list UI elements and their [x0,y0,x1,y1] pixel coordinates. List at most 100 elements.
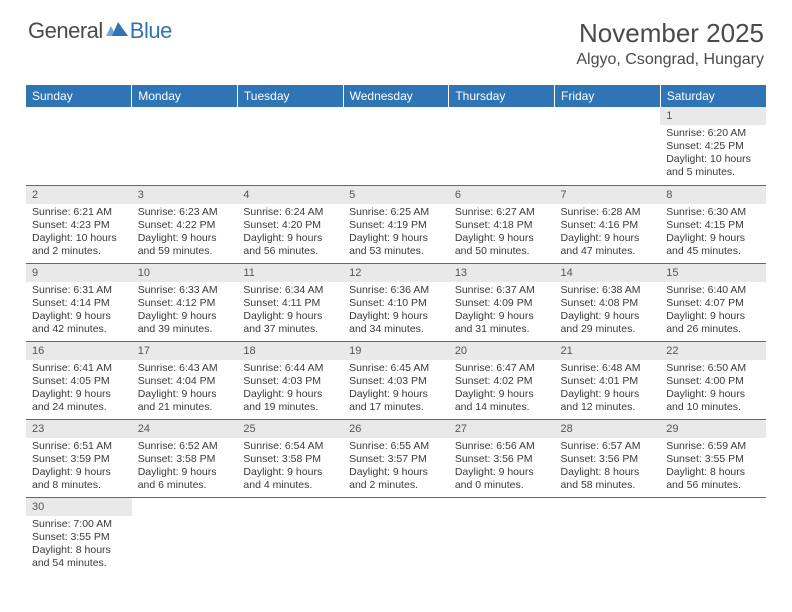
sunrise-line: Sunrise: 6:25 AM [349,206,443,219]
day-details: Sunrise: 6:50 AMSunset: 4:00 PMDaylight:… [660,360,766,418]
calendar-week: 2Sunrise: 6:21 AMSunset: 4:23 PMDaylight… [26,185,766,263]
day-number [555,107,661,125]
day-number: 20 [449,342,555,360]
calendar-cell: 26Sunrise: 6:55 AMSunset: 3:57 PMDayligh… [343,419,449,497]
calendar-cell [660,497,766,575]
daylight-line: Daylight: 9 hours and 24 minutes. [32,388,126,414]
sunrise-line: Sunrise: 6:33 AM [138,284,232,297]
daylight-line: Daylight: 9 hours and 29 minutes. [561,310,655,336]
sunrise-line: Sunrise: 6:55 AM [349,440,443,453]
day-number: 7 [555,186,661,204]
sunset-line: Sunset: 4:09 PM [455,297,549,310]
sunset-line: Sunset: 4:12 PM [138,297,232,310]
calendar-cell: 2Sunrise: 6:21 AMSunset: 4:23 PMDaylight… [26,185,132,263]
sunrise-line: Sunrise: 6:30 AM [666,206,760,219]
daylight-line: Daylight: 9 hours and 12 minutes. [561,388,655,414]
day-details: Sunrise: 6:51 AMSunset: 3:59 PMDaylight:… [26,438,132,496]
day-number: 10 [132,264,238,282]
sunrise-line: Sunrise: 6:57 AM [561,440,655,453]
day-number: 27 [449,420,555,438]
header: General Blue November 2025 Algyo, Csongr… [0,0,792,77]
day-details: Sunrise: 6:38 AMSunset: 4:08 PMDaylight:… [555,282,661,340]
daylight-line: Daylight: 9 hours and 53 minutes. [349,232,443,258]
day-number: 1 [660,107,766,125]
calendar-cell: 25Sunrise: 6:54 AMSunset: 3:58 PMDayligh… [237,419,343,497]
sunset-line: Sunset: 3:57 PM [349,453,443,466]
daylight-line: Daylight: 9 hours and 31 minutes. [455,310,549,336]
daylight-line: Daylight: 9 hours and 42 minutes. [32,310,126,336]
calendar-cell: 21Sunrise: 6:48 AMSunset: 4:01 PMDayligh… [555,341,661,419]
sunset-line: Sunset: 4:07 PM [666,297,760,310]
daylight-line: Daylight: 9 hours and 6 minutes. [138,466,232,492]
calendar-cell: 13Sunrise: 6:37 AMSunset: 4:09 PMDayligh… [449,263,555,341]
logo: General Blue [28,18,172,44]
day-details: Sunrise: 6:30 AMSunset: 4:15 PMDaylight:… [660,204,766,262]
calendar-cell: 29Sunrise: 6:59 AMSunset: 3:55 PMDayligh… [660,419,766,497]
day-details: Sunrise: 6:21 AMSunset: 4:23 PMDaylight:… [26,204,132,262]
daylight-line: Daylight: 10 hours and 2 minutes. [32,232,126,258]
day-number: 6 [449,186,555,204]
sunset-line: Sunset: 4:10 PM [349,297,443,310]
daylight-line: Daylight: 9 hours and 47 minutes. [561,232,655,258]
day-number: 18 [237,342,343,360]
day-number: 15 [660,264,766,282]
daylight-line: Daylight: 9 hours and 10 minutes. [666,388,760,414]
day-number: 26 [343,420,449,438]
calendar-cell [343,497,449,575]
sunrise-line: Sunrise: 6:54 AM [243,440,337,453]
daylight-line: Daylight: 8 hours and 54 minutes. [32,544,126,570]
sunrise-line: Sunrise: 6:43 AM [138,362,232,375]
daylight-line: Daylight: 9 hours and 45 minutes. [666,232,760,258]
calendar-cell: 4Sunrise: 6:24 AMSunset: 4:20 PMDaylight… [237,185,343,263]
calendar-cell: 24Sunrise: 6:52 AMSunset: 3:58 PMDayligh… [132,419,238,497]
calendar-cell: 23Sunrise: 6:51 AMSunset: 3:59 PMDayligh… [26,419,132,497]
day-number: 25 [237,420,343,438]
logo-text-blue: Blue [130,18,172,44]
day-details: Sunrise: 6:54 AMSunset: 3:58 PMDaylight:… [237,438,343,496]
sunrise-line: Sunrise: 6:51 AM [32,440,126,453]
flag-icon [106,18,128,44]
calendar-cell: 9Sunrise: 6:31 AMSunset: 4:14 PMDaylight… [26,263,132,341]
day-number: 8 [660,186,766,204]
calendar-cell: 28Sunrise: 6:57 AMSunset: 3:56 PMDayligh… [555,419,661,497]
day-number: 2 [26,186,132,204]
calendar-cell: 6Sunrise: 6:27 AMSunset: 4:18 PMDaylight… [449,185,555,263]
sunrise-line: Sunrise: 6:50 AM [666,362,760,375]
sunrise-line: Sunrise: 6:44 AM [243,362,337,375]
sunrise-line: Sunrise: 6:36 AM [349,284,443,297]
calendar-cell: 30Sunrise: 7:00 AMSunset: 3:55 PMDayligh… [26,497,132,575]
day-number: 24 [132,420,238,438]
day-details: Sunrise: 6:40 AMSunset: 4:07 PMDaylight:… [660,282,766,340]
calendar-week: 23Sunrise: 6:51 AMSunset: 3:59 PMDayligh… [26,419,766,497]
calendar-cell [555,497,661,575]
location: Algyo, Csongrad, Hungary [576,51,764,69]
day-number [555,498,661,516]
day-number: 30 [26,498,132,516]
calendar-cell [132,497,238,575]
day-number: 17 [132,342,238,360]
daylight-line: Daylight: 9 hours and 50 minutes. [455,232,549,258]
sunset-line: Sunset: 4:22 PM [138,219,232,232]
calendar-cell: 17Sunrise: 6:43 AMSunset: 4:04 PMDayligh… [132,341,238,419]
day-header: Sunday [26,85,132,107]
day-details: Sunrise: 6:37 AMSunset: 4:09 PMDaylight:… [449,282,555,340]
day-details: Sunrise: 6:36 AMSunset: 4:10 PMDaylight:… [343,282,449,340]
sunset-line: Sunset: 3:55 PM [32,531,126,544]
sunset-line: Sunset: 3:56 PM [455,453,549,466]
day-number [449,498,555,516]
sunset-line: Sunset: 3:55 PM [666,453,760,466]
title-block: November 2025 Algyo, Csongrad, Hungary [576,18,764,69]
calendar-week: 1Sunrise: 6:20 AMSunset: 4:25 PMDaylight… [26,107,766,185]
calendar-cell [449,497,555,575]
calendar-cell: 18Sunrise: 6:44 AMSunset: 4:03 PMDayligh… [237,341,343,419]
logo-text-general: General [28,18,103,44]
sunset-line: Sunset: 3:59 PM [32,453,126,466]
calendar-table: SundayMondayTuesdayWednesdayThursdayFrid… [26,85,766,575]
daylight-line: Daylight: 9 hours and 39 minutes. [138,310,232,336]
sunset-line: Sunset: 3:58 PM [243,453,337,466]
calendar-cell [237,497,343,575]
calendar-cell [132,107,238,185]
sunset-line: Sunset: 4:00 PM [666,375,760,388]
day-details: Sunrise: 6:28 AMSunset: 4:16 PMDaylight:… [555,204,661,262]
day-number: 22 [660,342,766,360]
